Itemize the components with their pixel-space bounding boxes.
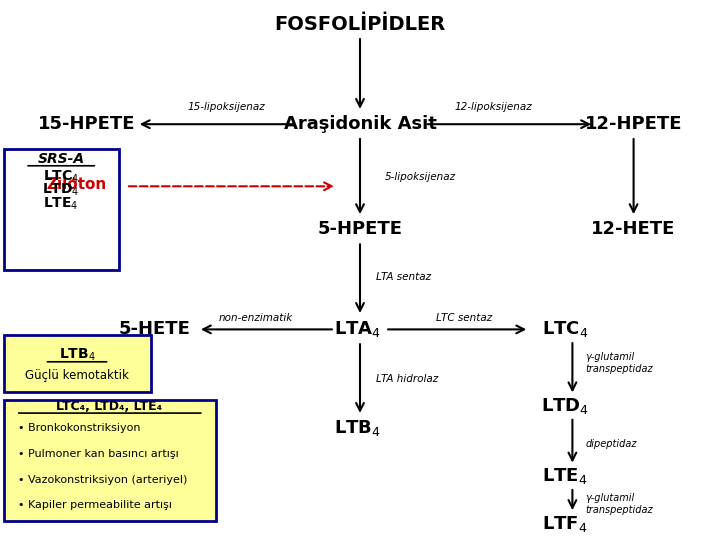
Text: γ-glutamil
transpeptidaz: γ-glutamil transpeptidaz bbox=[585, 493, 653, 515]
Bar bbox=[4, 335, 151, 392]
Text: γ-glutamil
transpeptidaz: γ-glutamil transpeptidaz bbox=[585, 352, 653, 374]
Text: LTB$_4$: LTB$_4$ bbox=[334, 417, 382, 438]
Text: LTB$_4$: LTB$_4$ bbox=[59, 347, 95, 363]
Text: 5-lipoksijenaz: 5-lipoksijenaz bbox=[385, 172, 456, 182]
Text: non-enzimatik: non-enzimatik bbox=[218, 313, 293, 323]
Text: SRS-A: SRS-A bbox=[37, 152, 85, 166]
Text: LTC₄, LTD₄, LTE₄: LTC₄, LTD₄, LTE₄ bbox=[56, 400, 163, 413]
Text: 12-HPETE: 12-HPETE bbox=[585, 115, 683, 133]
Text: • Bronkokonstriksiyon: • Bronkokonstriksiyon bbox=[18, 423, 140, 433]
Text: 5-HPETE: 5-HPETE bbox=[318, 220, 402, 239]
Text: 12-lipoksijenaz: 12-lipoksijenaz bbox=[454, 102, 532, 112]
Text: • Vazokonstriksiyon (arteriyel): • Vazokonstriksiyon (arteriyel) bbox=[18, 475, 187, 484]
Text: LTA sentaz: LTA sentaz bbox=[376, 272, 431, 282]
Text: LTD$_4$: LTD$_4$ bbox=[42, 182, 80, 198]
Text: LTA hidrolaz: LTA hidrolaz bbox=[376, 374, 438, 384]
Text: Araşidonik Asit: Araşidonik Asit bbox=[284, 115, 436, 133]
Text: • Kapiler permeabilite artışı: • Kapiler permeabilite artışı bbox=[18, 501, 172, 510]
Text: Güçlü kemotaktik: Güçlü kemotaktik bbox=[25, 369, 129, 382]
Text: LTE$_4$: LTE$_4$ bbox=[43, 195, 79, 212]
Text: dipeptidaz: dipeptidaz bbox=[585, 439, 637, 449]
Text: LTD$_4$: LTD$_4$ bbox=[541, 396, 589, 416]
Text: FOSFOLİPİDLER: FOSFOLİPİDLER bbox=[274, 15, 446, 34]
Text: 5-HETE: 5-HETE bbox=[119, 320, 191, 339]
Text: LTC sentaz: LTC sentaz bbox=[436, 313, 492, 323]
Text: Zilöton: Zilöton bbox=[47, 177, 107, 192]
Text: 15-HPETE: 15-HPETE bbox=[37, 115, 135, 133]
Text: LTF$_4$: LTF$_4$ bbox=[542, 514, 588, 534]
Text: • Pulmoner kan basıncı artışı: • Pulmoner kan basıncı artışı bbox=[18, 449, 179, 458]
Text: 12-HETE: 12-HETE bbox=[591, 220, 676, 239]
Text: 15-lipoksijenaz: 15-lipoksijenaz bbox=[188, 102, 266, 112]
Bar bbox=[4, 148, 119, 270]
Text: LTC$_4$: LTC$_4$ bbox=[542, 319, 588, 340]
Bar bbox=[4, 400, 216, 521]
Text: LTC$_4$: LTC$_4$ bbox=[43, 168, 79, 185]
Text: LTA$_4$: LTA$_4$ bbox=[334, 319, 382, 340]
Text: LTE$_4$: LTE$_4$ bbox=[542, 466, 588, 487]
